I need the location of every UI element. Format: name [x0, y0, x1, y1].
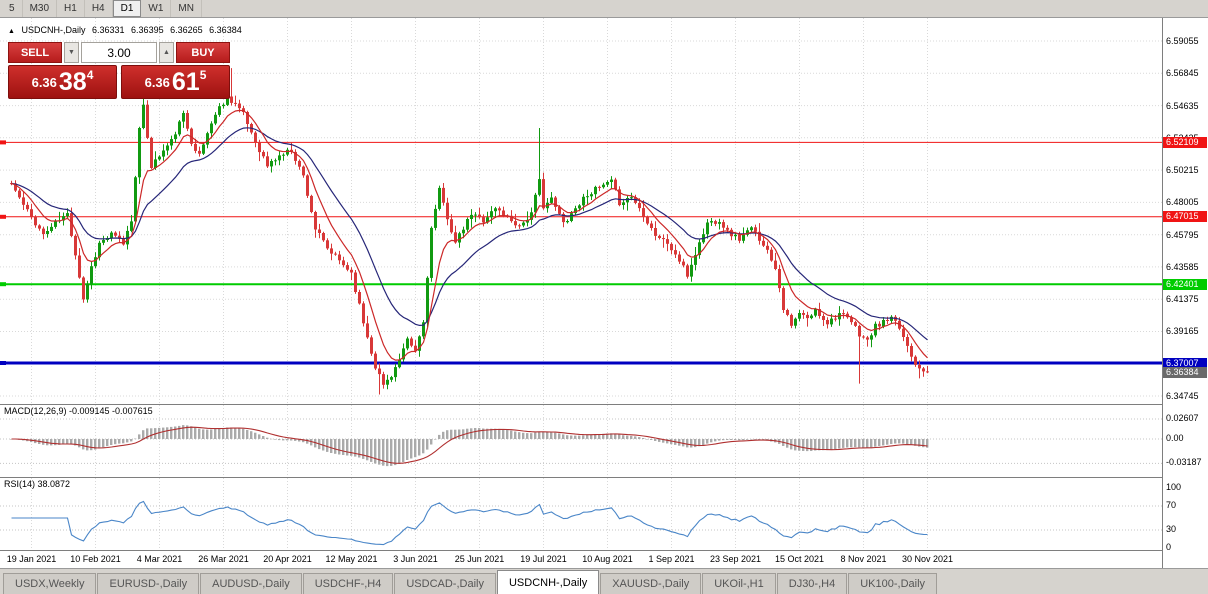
sell-price-prefix: 6.36 [31, 74, 57, 90]
rsi-tick-label: 70 [1166, 500, 1177, 510]
date-tick-label: 4 Mar 2021 [136, 554, 183, 564]
macd-tick-label: 0.00 [1166, 432, 1184, 443]
rsi-tick-label: 0 [1166, 542, 1172, 552]
date-tick-label: 8 Nov 2021 [840, 554, 887, 564]
ohlc-open: 6.36331 [91, 25, 125, 35]
chart-tab-usdcad-daily[interactable]: USDCAD-,Daily [394, 573, 496, 594]
chart-tab-usdcnh-daily[interactable]: USDCNH-,Daily [496, 570, 600, 594]
chart-tab-usdx-weekly[interactable]: USDX,Weekly [3, 573, 97, 594]
date-tick-label: 10 Feb 2021 [70, 554, 121, 564]
rsi-indicator-panel[interactable]: RSI(14) 38.0872 [0, 477, 1162, 550]
chart-tab-usdchf-h4[interactable]: USDCHF-,H4 [302, 573, 394, 594]
buy-price-button[interactable]: 6.36 61 5 [121, 65, 230, 99]
macd-chart[interactable] [0, 405, 1162, 477]
price-tick-label: 6.54635 [1166, 100, 1199, 111]
date-tick-label: 30 Nov 2021 [901, 554, 954, 564]
ohlc-close: 6.36384 [209, 25, 242, 35]
chart-tab-eurusd-daily[interactable]: EURUSD-,Daily [97, 573, 200, 594]
date-tick-label: 15 Oct 2021 [774, 554, 825, 564]
macd-tick-label: 0.02607 [1166, 412, 1199, 423]
date-tick-label: 23 Sep 2021 [709, 554, 762, 564]
price-tick-label: 6.59055 [1166, 36, 1199, 46]
candlestick-chart[interactable] [0, 18, 1162, 404]
volume-up-button[interactable]: ▲ [159, 42, 174, 63]
one-click-trading-panel: SELL ▼ ▲ BUY 6.36 38 4 6.36 61 5 [8, 42, 230, 99]
chart-ohlc-header: ▲ USDCNH-,Daily 6.36331 6.36395 6.36265 … [8, 25, 246, 35]
price-tick-label: 6.50215 [1166, 165, 1199, 176]
date-tick-label: 25 Jun 2021 [454, 554, 505, 564]
ohlc-low: 6.36265 [170, 25, 203, 35]
current-price-badge: 6.36384 [1163, 366, 1207, 378]
macd-tick-label: -0.03187 [1166, 457, 1202, 468]
chart-direction-icon: ▲ [8, 28, 15, 35]
volume-input[interactable] [81, 42, 157, 63]
buy-price-big: 61 [171, 67, 200, 96]
date-tick-label: 20 Apr 2021 [263, 554, 312, 564]
symbol-label: USDCNH-,Daily [21, 25, 86, 35]
price-tick-label: 6.56845 [1166, 68, 1199, 79]
rsi-title: RSI(14) 38.0872 [4, 479, 71, 489]
date-tick-label: 10 Aug 2021 [582, 554, 633, 564]
sell-price-button[interactable]: 6.36 38 4 [8, 65, 117, 99]
date-axis[interactable]: 19 Jan 2021 10 Feb 2021 4 Mar 2021 26 Mar 2… [0, 550, 1162, 568]
level-price-badge: 6.47015 [1163, 211, 1207, 223]
sell-price-big: 38 [58, 67, 87, 96]
date-tick-label: 1 Sep 2021 [648, 554, 695, 564]
chart-tab-uk100-daily[interactable]: UK100-,Daily [848, 573, 938, 594]
rsi-tick-label: 30 [1166, 524, 1177, 534]
level-price-badge: 6.52109 [1163, 136, 1207, 148]
price-tick-label: 6.39165 [1166, 326, 1199, 337]
price-axis[interactable]: 6.590556.568456.546356.524256.502156.480… [1162, 18, 1208, 568]
timeframe-button-h1[interactable]: H1 [57, 0, 85, 17]
price-tick-label: 6.34745 [1166, 391, 1199, 402]
date-tick-label: 19 Jan 2021 [6, 554, 57, 564]
price-tick-label: 6.43585 [1166, 261, 1199, 272]
timeframe-toolbar: 5 M30 H1 H4 D1 W1 MN [0, 0, 1208, 18]
buy-price-pipette: 5 [199, 68, 207, 82]
sell-price-pipette: 4 [86, 68, 94, 82]
volume-down-button[interactable]: ▼ [64, 42, 79, 63]
chart-area: ▲ USDCNH-,Daily 6.36331 6.36395 6.36265 … [0, 18, 1208, 568]
level-price-badge: 6.42401 [1163, 278, 1207, 290]
timeframe-button-m30[interactable]: M30 [23, 0, 58, 17]
buy-price-prefix: 6.36 [144, 74, 170, 90]
timeframe-button-5[interactable]: 5 [2, 0, 23, 17]
main-chart-panel[interactable]: ▲ USDCNH-,Daily 6.36331 6.36395 6.36265 … [0, 18, 1162, 404]
level-price-badge: 6.37007 [1163, 357, 1207, 369]
timeframe-button-w1[interactable]: W1 [141, 0, 172, 17]
chart-tab-audusd-daily[interactable]: AUDUSD-,Daily [200, 573, 302, 594]
date-tick-label: 12 May 2021 [325, 554, 378, 564]
price-tick-label: 6.48005 [1166, 197, 1199, 208]
timeframe-button-h4[interactable]: H4 [85, 0, 113, 17]
date-tick-label: 26 Mar 2021 [198, 554, 249, 564]
timeframe-button-mn[interactable]: MN [171, 0, 202, 17]
chart-tab-ukoil-h1[interactable]: UKOil-,H1 [702, 573, 776, 594]
price-tick-label: 6.41375 [1166, 294, 1199, 305]
chart-tab-bar: USDX,Weekly EURUSD-,Daily AUDUSD-,Daily USD… [0, 568, 1208, 594]
chart-tab-dj30-h4[interactable]: DJ30-,H4 [776, 573, 848, 594]
date-tick-label: 19 Jul 2021 [520, 554, 567, 564]
sell-button[interactable]: SELL [8, 42, 62, 63]
ohlc-high: 6.36395 [131, 25, 164, 35]
macd-indicator-panel[interactable]: MACD(12,26,9) -0.009145 -0.007615 [0, 404, 1162, 477]
rsi-tick-label: 100 [1166, 482, 1182, 492]
buy-button[interactable]: BUY [176, 42, 230, 63]
chart-tab-xauusd-daily[interactable]: XAUUSD-,Daily [600, 573, 702, 594]
date-tick-label: 3 Jun 2021 [393, 554, 438, 564]
timeframe-button-d1[interactable]: D1 [112, 0, 142, 17]
rsi-chart[interactable] [0, 478, 1162, 550]
macd-title: MACD(12,26,9) -0.009145 -0.007615 [4, 406, 153, 416]
price-tick-label: 6.45795 [1166, 229, 1199, 240]
